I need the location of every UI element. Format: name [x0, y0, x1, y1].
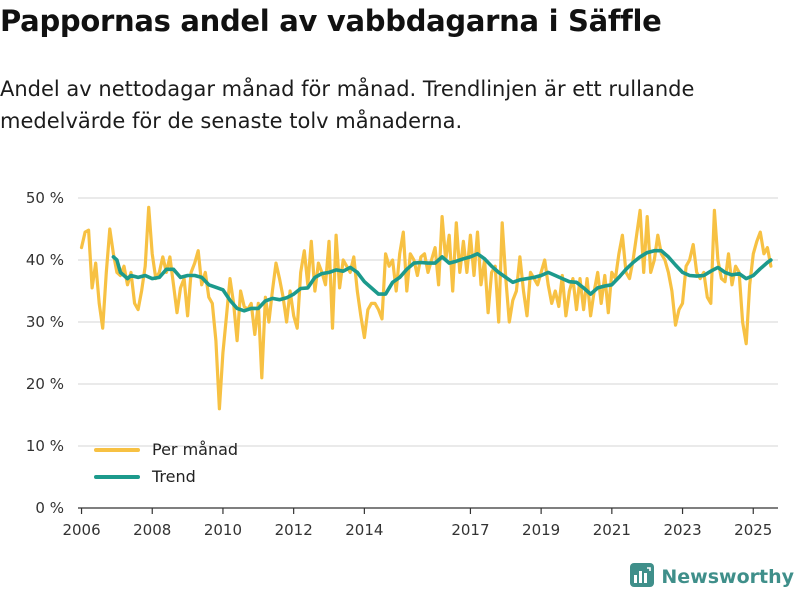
y-tick-label: 20 %: [26, 375, 64, 393]
grid-layer: [78, 197, 778, 447]
x-tick-label: 2023: [663, 521, 701, 539]
y-tick-label: 10 %: [26, 437, 64, 455]
chart-title: Pappornas andel av vabbdagarna i Säffle: [0, 4, 662, 38]
newsworthy-logo-icon: [629, 562, 655, 592]
x-tick-label: 2008: [133, 521, 171, 539]
x-tick-label: 2017: [451, 521, 489, 539]
series-layer: [79, 205, 773, 411]
y-tick-label: 50 %: [26, 189, 64, 207]
y-tick-label: 0 %: [35, 499, 64, 517]
newsworthy-brand: Newsworthy: [629, 562, 794, 592]
x-tick-label: 2010: [204, 521, 242, 539]
x-tick-label: 2021: [593, 521, 631, 539]
x-tick-label: 2025: [734, 521, 772, 539]
brand-name: Newsworthy: [661, 566, 794, 588]
y-tick-label: 40 %: [26, 251, 64, 269]
series-line-per-manad: [79, 205, 773, 411]
x-tick-label: 2019: [522, 521, 560, 539]
x-tick-label: 2012: [275, 521, 313, 539]
x-tick-label: 2006: [62, 521, 100, 539]
axis-layer: 0 % 10 % 20 % 30 % 40 % 50 % 2006 2008 2010 2012 2…: [26, 189, 778, 539]
series-line-trend: [111, 248, 773, 313]
legend: Per månad Trend: [94, 440, 238, 486]
y-tick-label: 30 %: [26, 313, 64, 331]
chart-subtitle: Andel av nettodagar månad för månad. Tre…: [0, 77, 695, 133]
x-tick-label: 2014: [345, 521, 383, 539]
legend-label-trend: Trend: [151, 467, 196, 486]
legend-label-per-manad: Per månad: [152, 440, 238, 459]
